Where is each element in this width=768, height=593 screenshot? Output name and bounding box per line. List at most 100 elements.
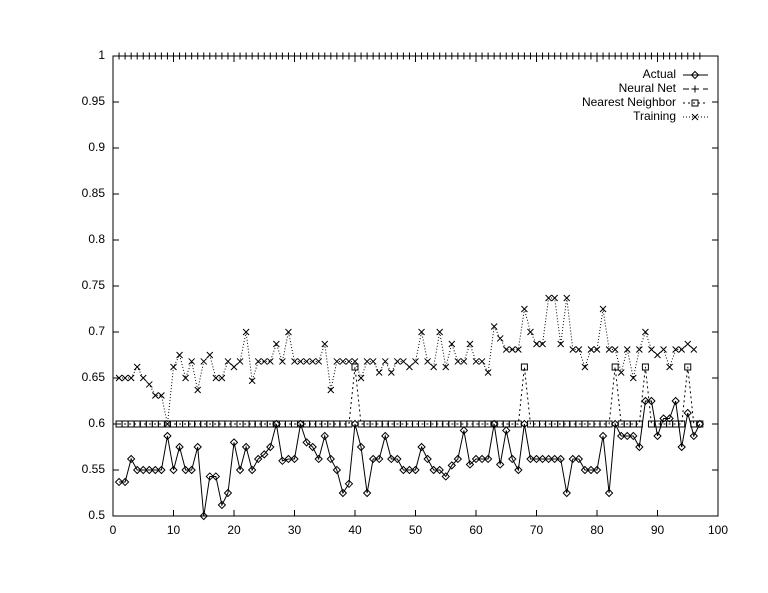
marker bbox=[272, 340, 280, 348]
marker bbox=[635, 52, 643, 60]
marker bbox=[157, 52, 165, 60]
marker bbox=[387, 454, 396, 464]
marker bbox=[502, 426, 511, 435]
marker bbox=[466, 52, 474, 60]
marker bbox=[393, 454, 402, 464]
marker bbox=[254, 52, 262, 60]
marker bbox=[412, 52, 419, 60]
marker bbox=[132, 465, 142, 475]
marker bbox=[454, 358, 462, 365]
marker bbox=[188, 52, 196, 60]
marker bbox=[496, 52, 504, 60]
marker bbox=[145, 52, 153, 60]
marker bbox=[684, 363, 692, 371]
marker bbox=[683, 408, 692, 418]
marker bbox=[471, 454, 481, 464]
marker bbox=[660, 346, 667, 353]
marker bbox=[182, 374, 189, 382]
marker bbox=[623, 431, 632, 441]
marker bbox=[441, 472, 450, 481]
marker bbox=[521, 305, 528, 313]
marker bbox=[478, 52, 486, 60]
marker bbox=[290, 454, 299, 464]
marker bbox=[350, 419, 360, 429]
marker bbox=[194, 386, 202, 394]
marker bbox=[418, 328, 425, 336]
marker bbox=[218, 52, 226, 60]
marker bbox=[527, 328, 534, 336]
marker bbox=[133, 52, 141, 60]
y-tick-label: 0.8 bbox=[88, 232, 105, 246]
marker bbox=[357, 52, 365, 60]
marker bbox=[448, 52, 456, 60]
marker bbox=[459, 426, 469, 435]
marker bbox=[551, 52, 559, 60]
marker bbox=[623, 52, 631, 60]
marker bbox=[151, 392, 159, 399]
marker bbox=[429, 465, 438, 475]
marker bbox=[302, 438, 311, 447]
marker bbox=[623, 346, 631, 353]
marker bbox=[175, 442, 184, 452]
marker bbox=[448, 340, 456, 348]
marker bbox=[532, 454, 541, 464]
marker bbox=[593, 346, 601, 353]
marker bbox=[211, 472, 221, 481]
marker bbox=[690, 52, 698, 60]
marker bbox=[254, 358, 262, 365]
marker bbox=[526, 454, 535, 464]
marker bbox=[617, 369, 625, 376]
marker bbox=[678, 52, 686, 60]
marker bbox=[236, 358, 244, 365]
marker bbox=[660, 52, 668, 60]
y-tick-label: 0.75 bbox=[82, 278, 106, 292]
marker bbox=[563, 294, 571, 302]
marker bbox=[484, 369, 492, 376]
marker bbox=[654, 52, 661, 60]
marker bbox=[690, 346, 698, 353]
marker bbox=[508, 346, 516, 353]
marker bbox=[477, 454, 487, 464]
marker bbox=[381, 358, 389, 365]
y-tick-label: 1 bbox=[98, 48, 105, 62]
marker bbox=[629, 431, 638, 441]
marker bbox=[115, 52, 123, 60]
x-tick-label: 10 bbox=[167, 523, 181, 537]
marker bbox=[629, 52, 637, 60]
series-line bbox=[119, 400, 701, 517]
marker bbox=[611, 346, 619, 353]
marker bbox=[557, 52, 565, 60]
marker bbox=[545, 294, 552, 302]
marker bbox=[260, 52, 268, 60]
marker bbox=[375, 52, 383, 60]
marker bbox=[508, 52, 516, 60]
x-tick-label: 30 bbox=[288, 523, 302, 537]
marker bbox=[339, 358, 347, 365]
marker bbox=[314, 454, 323, 464]
marker bbox=[453, 454, 463, 464]
marker bbox=[126, 454, 136, 464]
marker bbox=[436, 52, 444, 60]
marker bbox=[266, 358, 274, 365]
marker bbox=[344, 479, 354, 489]
marker bbox=[472, 358, 480, 365]
marker bbox=[164, 420, 171, 428]
marker bbox=[641, 396, 650, 406]
legend-label: Neural Net bbox=[619, 81, 677, 95]
marker bbox=[194, 52, 202, 60]
marker bbox=[309, 52, 317, 60]
marker bbox=[230, 363, 238, 371]
marker bbox=[647, 396, 656, 406]
marker bbox=[181, 465, 190, 475]
marker bbox=[539, 340, 546, 348]
marker bbox=[689, 431, 699, 441]
marker bbox=[127, 374, 135, 382]
marker bbox=[520, 419, 529, 429]
marker bbox=[604, 488, 614, 498]
marker bbox=[520, 363, 528, 371]
marker bbox=[654, 351, 661, 359]
marker bbox=[599, 305, 607, 313]
marker bbox=[114, 477, 124, 487]
marker bbox=[224, 358, 232, 365]
marker bbox=[182, 52, 190, 60]
